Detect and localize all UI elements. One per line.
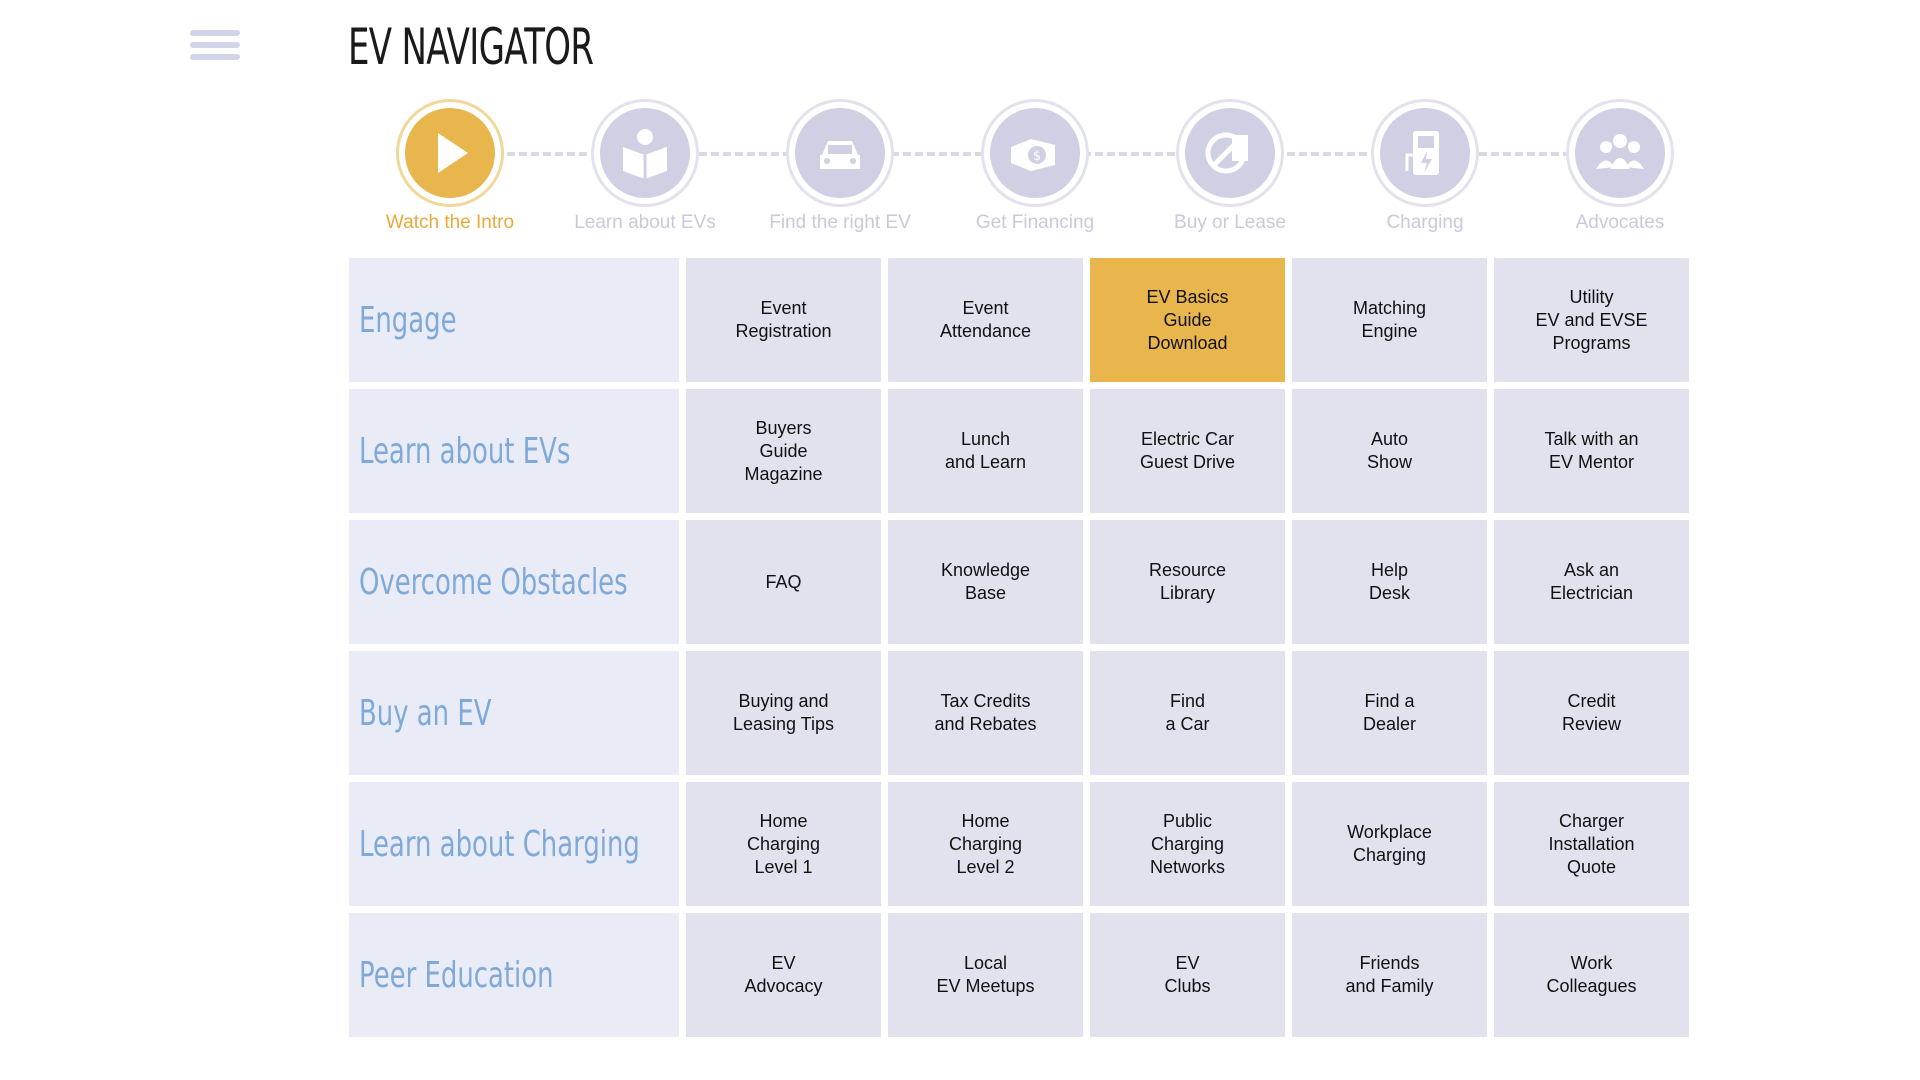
step-label: Watch the Intro xyxy=(385,212,515,233)
grid-cell[interactable]: Knowledge Base xyxy=(888,520,1083,644)
row-heading-label: Learn about EVs xyxy=(359,430,571,472)
grid-row: Peer Education EV Advocacy Local EV Meetup… xyxy=(349,913,1696,1037)
grid-cell[interactable]: Home Charging Level 1 xyxy=(686,782,881,906)
grid-cell[interactable]: Buying and Leasing Tips xyxy=(686,651,881,775)
grid-row: Learn about EVs Buyers Guide Magazine Lunc… xyxy=(349,389,1696,513)
step-get-financing[interactable]: $ Get Financing xyxy=(945,100,1125,234)
step-watch-intro[interactable]: Watch the Intro xyxy=(360,100,540,234)
grid-cell[interactable]: Lunch and Learn xyxy=(888,389,1083,513)
grid-cell[interactable]: Buyers Guide Magazine xyxy=(686,389,881,513)
book-reader-icon xyxy=(600,108,690,198)
hamburger-menu-icon[interactable] xyxy=(190,30,240,66)
grid-cell[interactable]: Resource Library xyxy=(1090,520,1285,644)
grid-cell[interactable]: Friends and Family xyxy=(1292,913,1487,1037)
car-icon xyxy=(795,108,885,198)
step-navigator: Watch the Intro Learn about EVs Find the… xyxy=(360,100,1670,240)
grid-cell[interactable]: Credit Review xyxy=(1494,651,1689,775)
step-label: Buy or Lease xyxy=(1174,212,1286,233)
step-label: Get Financing xyxy=(975,212,1095,233)
grid-cell[interactable]: EV Basics Guide Download xyxy=(1090,258,1285,382)
row-heading[interactable]: Learn about EVs xyxy=(349,389,679,513)
money-hand-icon: $ xyxy=(990,108,1080,198)
step-charging[interactable]: Charging xyxy=(1335,100,1515,234)
svg-text:$: $ xyxy=(1033,149,1041,164)
grid-cell[interactable]: EV Clubs xyxy=(1090,913,1285,1037)
grid-cell[interactable]: Charger Installation Quote xyxy=(1494,782,1689,906)
group-icon xyxy=(1575,108,1665,198)
grid-cell[interactable]: Help Desk xyxy=(1292,520,1487,644)
step-learn-evs[interactable]: Learn about EVs xyxy=(555,100,735,234)
row-heading[interactable]: Buy an EV xyxy=(349,651,679,775)
row-heading-label: Peer Education xyxy=(359,954,554,996)
grid-cell[interactable]: FAQ xyxy=(686,520,881,644)
step-find-ev[interactable]: Find the right EV xyxy=(750,100,930,234)
grid-row: Learn about Charging Home Charging Level … xyxy=(349,782,1696,906)
row-heading-label: Buy an EV xyxy=(359,692,492,734)
grid-cell[interactable]: Talk with an EV Mentor xyxy=(1494,389,1689,513)
grid-row: Engage Event Registration Event Attendance… xyxy=(349,258,1696,382)
row-heading[interactable]: Learn about Charging xyxy=(349,782,679,906)
grid-cell[interactable]: Workplace Charging xyxy=(1292,782,1487,906)
grid-cell[interactable]: Ask an Electrician xyxy=(1494,520,1689,644)
grid-cell[interactable]: Matching Engine xyxy=(1292,258,1487,382)
grid-cell[interactable]: EV Advocacy xyxy=(686,913,881,1037)
step-buy-lease[interactable]: Buy or Lease xyxy=(1140,100,1320,234)
navigator-grid: Engage Event Registration Event Attendance… xyxy=(349,258,1696,1044)
grid-row: Buy an EV Buying and Leasing Tips Tax Cred… xyxy=(349,651,1696,775)
step-label: Learn about EVs xyxy=(574,212,716,233)
row-heading[interactable]: Peer Education xyxy=(349,913,679,1037)
grid-cell[interactable]: Auto Show xyxy=(1292,389,1487,513)
step-label: Find the right EV xyxy=(769,212,911,233)
charging-station-icon xyxy=(1380,108,1470,198)
row-heading[interactable]: Overcome Obstacles xyxy=(349,520,679,644)
app-title: EV NAVIGATOR xyxy=(348,18,594,76)
grid-cell[interactable]: Event Registration xyxy=(686,258,881,382)
row-heading-label: Overcome Obstacles xyxy=(359,561,628,603)
play-icon xyxy=(405,108,495,198)
grid-row: Overcome Obstacles FAQ Knowledge Base Resou… xyxy=(349,520,1696,644)
grid-cell[interactable]: Local EV Meetups xyxy=(888,913,1083,1037)
grid-cell[interactable]: Public Charging Networks xyxy=(1090,782,1285,906)
row-heading-label: Engage xyxy=(359,299,457,341)
row-heading[interactable]: Engage xyxy=(349,258,679,382)
step-advocates[interactable]: Advocates xyxy=(1530,100,1710,234)
grid-cell[interactable]: Find a Dealer xyxy=(1292,651,1487,775)
grid-cell[interactable]: Tax Credits and Rebates xyxy=(888,651,1083,775)
grid-cell[interactable]: Work Colleagues xyxy=(1494,913,1689,1037)
buy-lease-icon xyxy=(1185,108,1275,198)
grid-cell[interactable]: Find a Car xyxy=(1090,651,1285,775)
row-heading-label: Learn about Charging xyxy=(359,823,640,865)
grid-cell[interactable]: Home Charging Level 2 xyxy=(888,782,1083,906)
grid-cell[interactable]: Electric Car Guest Drive xyxy=(1090,389,1285,513)
grid-cell[interactable]: Utility EV and EVSE Programs xyxy=(1494,258,1689,382)
step-label: Charging xyxy=(1386,212,1464,233)
step-label: Advocates xyxy=(1575,212,1665,233)
grid-cell[interactable]: Event Attendance xyxy=(888,258,1083,382)
